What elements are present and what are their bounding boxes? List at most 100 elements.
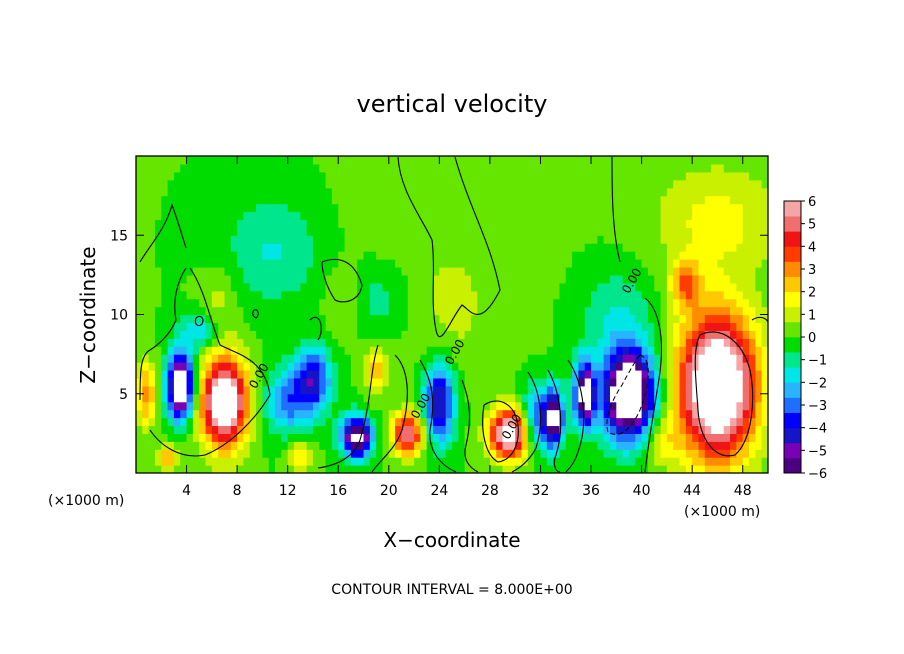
heatmap-cell	[344, 195, 352, 205]
heatmap-cell	[445, 227, 453, 236]
heatmap-cell	[237, 187, 245, 197]
heatmap-cell	[369, 401, 377, 411]
heatmap-cell	[306, 330, 314, 339]
heatmap-cell	[578, 362, 586, 371]
heatmap-cell	[572, 227, 579, 236]
heatmap-cell	[287, 377, 295, 387]
heatmap-cell	[300, 259, 308, 268]
heatmap-cell	[452, 266, 459, 276]
heatmap-cell	[338, 465, 346, 473]
colorbar-swatch	[784, 427, 801, 444]
heatmap-cell	[249, 465, 257, 473]
x-tick-label: 12	[279, 483, 297, 499]
heatmap-cell	[723, 282, 731, 292]
heatmap-cell	[319, 211, 327, 221]
heatmap-cell	[199, 409, 207, 419]
heatmap-cell	[249, 314, 257, 324]
heatmap-cell	[641, 211, 649, 221]
heatmap-cell	[199, 274, 207, 284]
heatmap-cell	[388, 235, 396, 244]
heatmap-cell	[148, 219, 156, 228]
heatmap-cell	[300, 457, 308, 466]
heatmap-cell	[711, 227, 719, 236]
heatmap-cell	[673, 219, 681, 228]
heatmap-cell	[761, 179, 768, 189]
colorbar-label: 5	[808, 218, 816, 233]
heatmap-cell	[565, 235, 573, 244]
heatmap-cell	[136, 243, 143, 252]
heatmap-cell	[673, 362, 681, 371]
heatmap-cell	[635, 219, 643, 228]
heatmap-cell	[521, 290, 529, 300]
heatmap-cell	[433, 330, 440, 339]
heatmap-cell	[211, 393, 219, 403]
heatmap-cell	[331, 346, 339, 355]
heatmap-cell	[730, 266, 737, 276]
heatmap-cell	[553, 465, 561, 473]
heatmap-cell	[148, 385, 156, 395]
heatmap-cell	[540, 433, 548, 442]
heatmap-cell	[420, 203, 428, 213]
heatmap-cell	[262, 401, 270, 411]
heatmap-cell	[249, 274, 257, 284]
heatmap-cell	[572, 259, 579, 268]
heatmap-cell	[192, 227, 200, 236]
heatmap-cell	[224, 156, 232, 165]
heatmap-cell	[584, 338, 592, 347]
heatmap-cell	[167, 465, 175, 473]
heatmap-cell	[363, 346, 371, 355]
heatmap-cell	[376, 425, 384, 434]
heatmap-cell	[230, 401, 238, 411]
heatmap-cell	[445, 314, 453, 324]
heatmap-cell	[508, 401, 516, 411]
heatmap-cell	[363, 417, 371, 427]
heatmap-cell	[654, 369, 662, 379]
heatmap-cell	[685, 338, 693, 347]
heatmap-cell	[489, 195, 497, 205]
heatmap-cell	[142, 409, 150, 419]
heatmap-cell	[433, 346, 440, 355]
heatmap-cell	[736, 362, 744, 371]
heatmap-cell	[426, 401, 434, 411]
heatmap-cell	[249, 433, 257, 442]
heatmap-cell	[666, 401, 674, 411]
heatmap-cell	[199, 457, 207, 466]
heatmap-cell	[382, 219, 390, 228]
heatmap-cell	[477, 425, 485, 434]
heatmap-cell	[256, 179, 263, 189]
heatmap-cell	[673, 433, 681, 442]
heatmap-cell	[357, 330, 365, 339]
heatmap-cell	[527, 282, 535, 292]
heatmap-cell	[445, 338, 453, 347]
heatmap-cell	[742, 163, 750, 173]
heatmap-cell	[647, 401, 655, 411]
heatmap-cell	[597, 346, 605, 355]
heatmap-cell	[635, 259, 643, 268]
heatmap-cell	[711, 457, 719, 466]
heatmap-cell	[521, 203, 529, 213]
heatmap-cell	[331, 369, 339, 379]
heatmap-cell	[477, 203, 485, 213]
heatmap-cell	[161, 425, 169, 434]
heatmap-cell	[489, 465, 497, 473]
heatmap-cell	[420, 195, 428, 205]
heatmap-cell	[192, 290, 200, 300]
heatmap-cell	[515, 401, 523, 411]
heatmap-cell	[319, 314, 327, 324]
heatmap-cell	[527, 417, 535, 427]
heatmap-cell	[319, 195, 327, 205]
heatmap-cell	[237, 433, 245, 442]
heatmap-cell	[205, 235, 213, 244]
heatmap-cell	[647, 282, 655, 292]
heatmap-cell	[401, 417, 409, 427]
heatmap-cell	[742, 314, 750, 324]
heatmap-cell	[749, 377, 756, 387]
heatmap-cell	[572, 433, 579, 442]
heatmap-cell	[477, 171, 485, 181]
heatmap-cell	[148, 298, 156, 308]
heatmap-cell	[647, 259, 655, 268]
heatmap-cell	[635, 282, 643, 292]
heatmap-cell	[521, 243, 529, 252]
heatmap-cell	[148, 433, 156, 442]
heatmap-cell	[641, 219, 649, 228]
